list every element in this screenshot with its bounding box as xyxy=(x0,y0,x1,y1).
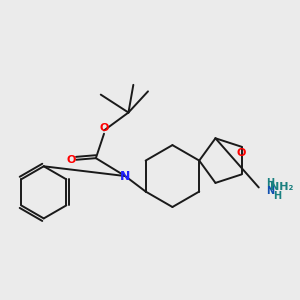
Text: O: O xyxy=(99,123,109,133)
Text: H: H xyxy=(273,190,281,201)
Text: N: N xyxy=(120,169,130,183)
Text: N: N xyxy=(266,186,274,196)
Text: H: H xyxy=(266,178,274,188)
Text: O: O xyxy=(67,155,76,165)
Text: O: O xyxy=(237,148,246,158)
Text: NH₂: NH₂ xyxy=(270,182,294,193)
